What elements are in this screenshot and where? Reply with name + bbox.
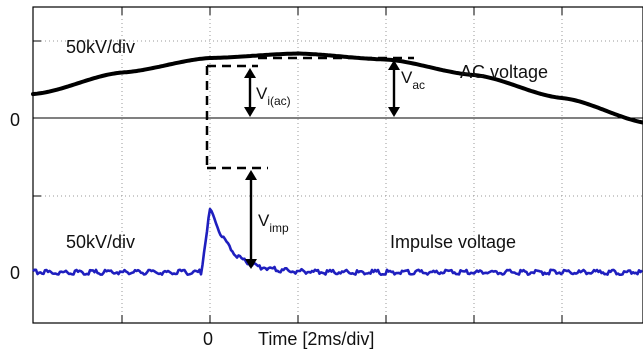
- v-ac-label: Vac: [401, 68, 425, 92]
- v-ac-arrow-head-top: [388, 60, 400, 70]
- imp-series-label: Impulse voltage: [390, 232, 516, 252]
- x-zero-label: 0: [203, 329, 213, 349]
- v-imp-arrow-head-bottom: [245, 259, 257, 269]
- dashed-guides: [205, 56, 414, 170]
- v-iac-arrow-head-bottom: [244, 107, 256, 117]
- x-axis-label: Time [2ms/div]: [258, 329, 374, 349]
- v-imp-label: Vimp: [258, 211, 289, 235]
- ac-voltage-trace: [31, 51, 643, 125]
- ac-zero-label: 0: [10, 110, 20, 130]
- plot-frame: [32, 6, 643, 324]
- v-ac-arrow-head-bottom: [388, 107, 400, 117]
- traces: [31, 51, 643, 276]
- v-imp-arrow-head-top: [245, 170, 257, 180]
- imp-scale-label: 50kV/div: [66, 232, 135, 252]
- impulse-voltage-trace: [32, 207, 643, 276]
- measurement-arrows: [244, 60, 400, 269]
- ac-scale-label: 50kV/div: [66, 37, 135, 57]
- plot-border: [32, 6, 643, 324]
- ac-series-label: AC voltage: [460, 62, 548, 82]
- v-iac-arrow-head-top: [244, 68, 256, 78]
- v-iac-label: Vi(ac): [256, 84, 291, 108]
- imp-zero-label: 0: [10, 263, 20, 283]
